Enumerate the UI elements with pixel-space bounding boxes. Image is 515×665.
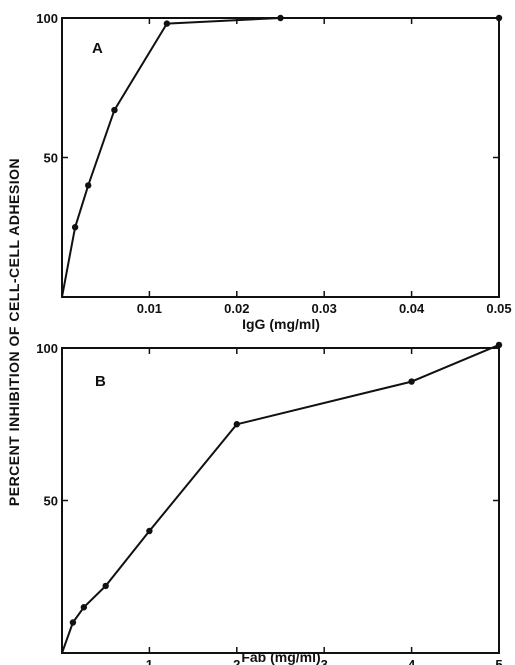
panel-b-x-axis-label: Fab (mg/ml) xyxy=(241,649,320,665)
panel-b-label: B xyxy=(95,373,106,390)
panel-b: B Fab (mg/ml) 1 2 3 4 5 50 100 xyxy=(36,341,502,665)
panel-a-y-tick-label: 100 xyxy=(36,11,58,26)
panel-a-data-point xyxy=(277,14,284,22)
panel-b-data-point xyxy=(495,341,503,349)
panel-a-data-point xyxy=(71,224,79,231)
panel-a-x-tick-label: 0.05 xyxy=(486,301,511,316)
panel-a-y-tick-label: 50 xyxy=(44,151,58,166)
panel-b-data-point xyxy=(102,582,109,590)
panel-a-frame xyxy=(61,17,500,298)
panel-a-marks xyxy=(61,14,503,298)
panel-b-y-tick-label: 100 xyxy=(36,341,58,356)
panel-a-label: A xyxy=(92,40,103,57)
panel-a-x-tick-label: 0.02 xyxy=(224,301,249,316)
panel-b-data-point xyxy=(408,378,415,385)
panel-b-data-point xyxy=(80,604,88,611)
panel-b-x-tick-label: 1 xyxy=(146,657,153,665)
panel-a-data-point xyxy=(111,106,118,114)
panel-b-marks xyxy=(61,341,503,654)
panel-b-x-tick-label: 5 xyxy=(495,657,502,665)
panel-b-data-point xyxy=(233,421,240,428)
panel-a-series-line xyxy=(61,17,499,298)
panel-b-frame xyxy=(61,347,500,654)
panel-a-x-tick-label: 0.01 xyxy=(137,301,162,316)
panel-a-x-axis-label: IgG (mg/ml) xyxy=(242,316,320,332)
y-axis-label: PERCENT INHIBITION OF CELL-CELL ADHESION xyxy=(6,158,22,506)
panel-b-x-tick-label: 3 xyxy=(321,657,328,665)
panel-b-x-tick-label: 4 xyxy=(408,657,416,665)
panel-a-x-tick-label: 0.04 xyxy=(399,301,425,316)
panel-b-data-point xyxy=(69,619,77,626)
panel-a-data-point xyxy=(495,14,503,22)
panel-b-ticks: 1 2 3 4 5 50 100 xyxy=(36,341,502,665)
panel-a-data-point xyxy=(85,182,92,189)
panel-b-data-point xyxy=(146,527,153,535)
panel-b-x-tick-label: 2 xyxy=(233,657,240,665)
panel-a: A IgG (mg/ml) 0.01 0.02 0.03 0.04 0.05 50 100 xyxy=(36,11,511,332)
panel-a-x-tick-label: 0.03 xyxy=(312,301,337,316)
panel-a-ticks: 0.01 0.02 0.03 0.04 0.05 50 100 xyxy=(36,11,511,316)
panel-a-data-point xyxy=(163,20,171,27)
panel-b-series-line xyxy=(61,343,500,654)
panel-b-y-tick-label: 50 xyxy=(44,494,58,509)
